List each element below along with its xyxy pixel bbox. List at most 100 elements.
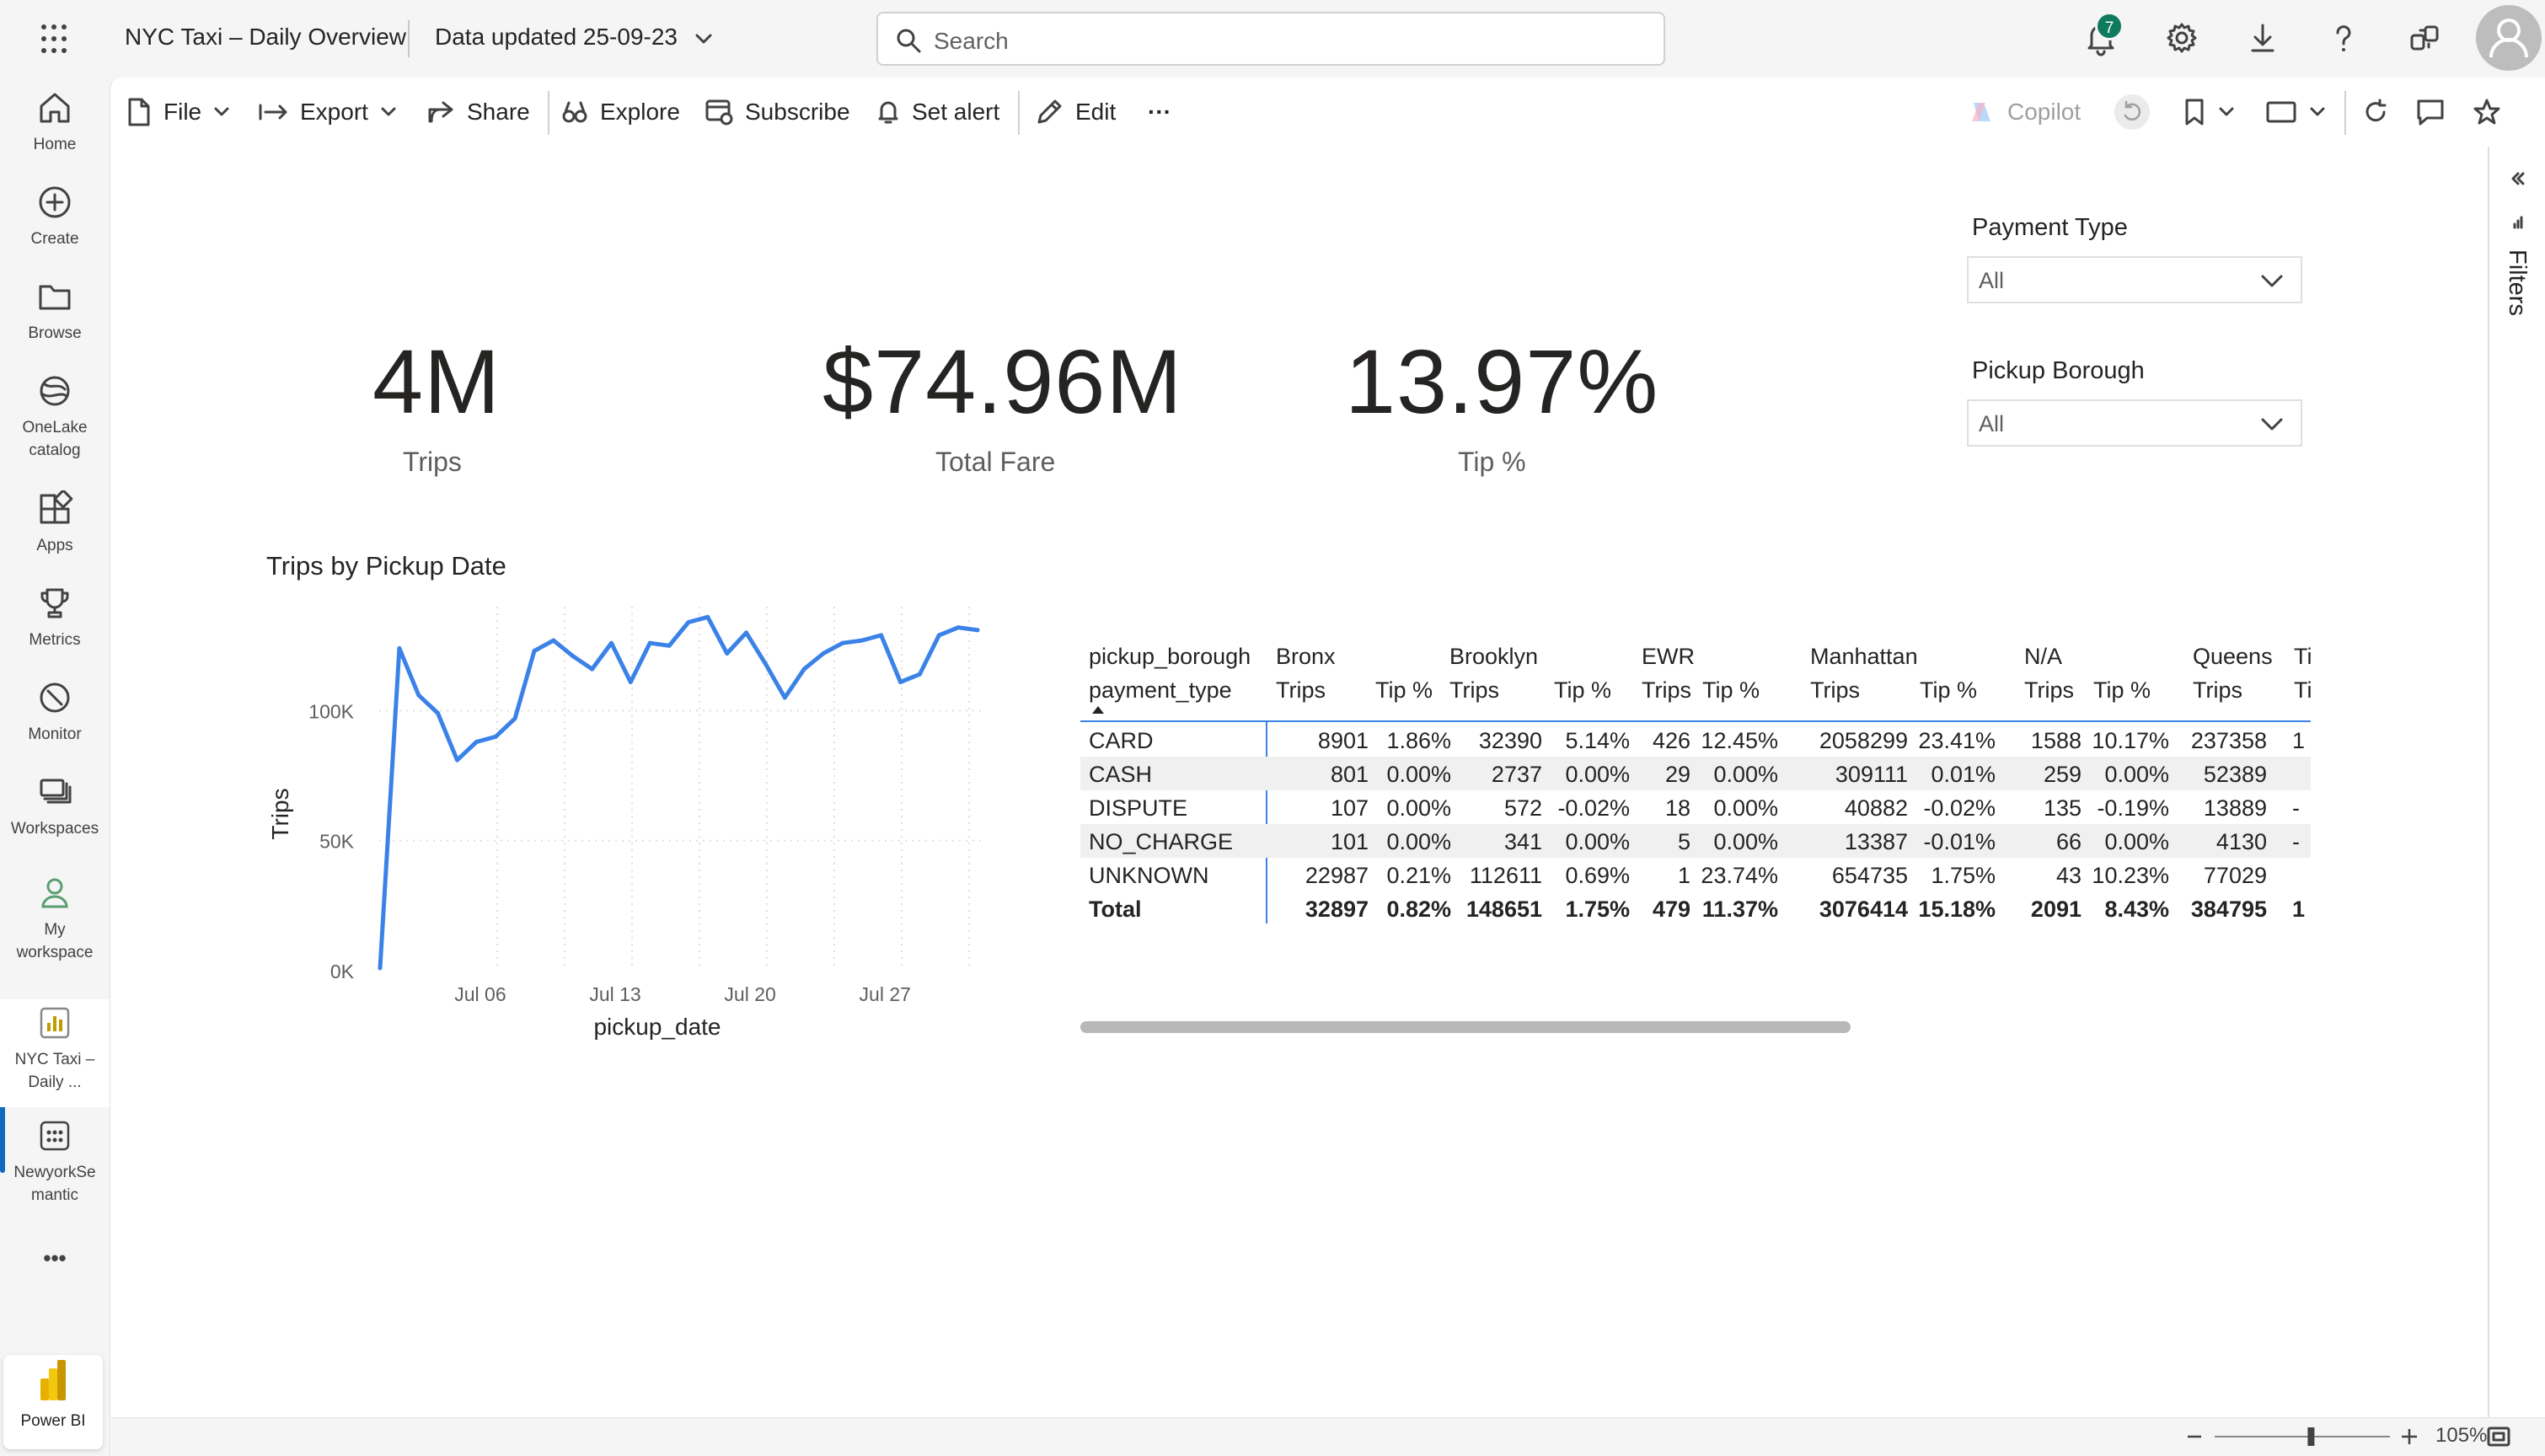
data-point[interactable] (571, 654, 576, 659)
chevron-down-icon[interactable] (694, 30, 713, 47)
avatar[interactable] (2476, 5, 2542, 71)
data-point[interactable] (590, 666, 595, 672)
gear-icon[interactable] (2162, 19, 2201, 57)
data-point[interactable] (917, 672, 922, 677)
fit-to-page-icon[interactable] (2486, 1426, 2511, 1448)
nav-semantic-model[interactable]: NewyorkSe mantic (0, 1117, 110, 1207)
filters-label[interactable]: Filters (2504, 249, 2531, 316)
trophy-icon (40, 588, 69, 618)
data-point[interactable] (455, 757, 459, 763)
sort-ascending-icon[interactable] (1092, 706, 1104, 714)
refresh-button[interactable] (2361, 78, 2402, 147)
help-icon[interactable] (2324, 19, 2363, 57)
zoom-slider[interactable] (2181, 1417, 2434, 1456)
data-point[interactable] (956, 625, 961, 630)
onelake-icon (40, 376, 70, 406)
view-menu[interactable] (2265, 78, 2338, 147)
data-point[interactable] (898, 680, 903, 684)
export-menu[interactable]: Export (258, 78, 409, 147)
matrix-value: 2058299 (1819, 728, 1908, 753)
nav-metrics[interactable]: Metrics (0, 585, 110, 651)
matrix-value: 112611 (1469, 863, 1542, 888)
data-point[interactable] (532, 649, 537, 653)
nav-label: NYC Taxi – (14, 1051, 95, 1068)
data-point[interactable] (782, 695, 787, 700)
more-options-button[interactable]: ··· (1148, 99, 1171, 125)
download-icon[interactable] (2243, 19, 2282, 57)
data-point[interactable] (975, 628, 980, 633)
data-point[interactable] (686, 620, 691, 624)
matrix-value: 1.86% (1386, 728, 1451, 753)
data-point[interactable] (397, 645, 402, 650)
data-point[interactable] (763, 661, 768, 666)
data-point[interactable] (725, 651, 730, 656)
edit-button[interactable]: Edit (1035, 78, 1116, 147)
nav-onelake-catalog[interactable]: OneLake catalog (0, 372, 110, 462)
nav-my-workspace[interactable]: My workspace (0, 875, 110, 964)
subscribe-button[interactable]: Subscribe (705, 78, 850, 147)
series-line[interactable] (378, 614, 980, 971)
matrix-table[interactable]: pickup_borough payment_type Bronx Brooklyn E… (1080, 637, 2311, 923)
column-header-borough: N/A (2024, 644, 2063, 669)
copilot-icon (1972, 103, 1990, 121)
data-point[interactable] (667, 643, 672, 648)
more-icon[interactable]: ••• (43, 1245, 67, 1271)
nav-workspaces[interactable]: Workspaces (0, 774, 110, 840)
set-alert-button[interactable]: Set alert (876, 78, 999, 147)
toolbar-divider (1018, 91, 1020, 135)
collapse-left-icon[interactable] (2510, 170, 2526, 187)
search-box[interactable]: Search (876, 12, 1665, 66)
data-point[interactable] (378, 966, 383, 971)
filters-pane[interactable] (2488, 147, 2545, 1417)
line-chart[interactable]: 0K 50K 100K Jul 06 Jul 13 Jul 20 Jul 27 pickup_… (253, 590, 1011, 1045)
share-feedback-icon[interactable] (2405, 19, 2444, 57)
nav-home[interactable]: Home (0, 89, 110, 156)
favorite-button[interactable] (2473, 78, 2513, 147)
bookmark-icon (2185, 99, 2204, 126)
data-point[interactable] (551, 638, 556, 643)
data-point[interactable] (705, 614, 710, 619)
zoom-thumb[interactable] (2307, 1427, 2315, 1446)
matrix-value: 384795 (2190, 897, 2267, 922)
data-point[interactable] (936, 633, 941, 638)
nav-apps[interactable]: Apps (0, 490, 110, 557)
powerbi-switcher[interactable]: Power BI (3, 1355, 103, 1449)
data-point[interactable] (840, 640, 845, 645)
data-point[interactable] (879, 633, 884, 638)
reset-button[interactable] (2114, 78, 2162, 147)
nav-monitor[interactable]: Monitor (0, 679, 110, 746)
data-point[interactable] (416, 693, 421, 698)
data-point[interactable] (860, 638, 865, 643)
share-button[interactable]: Share (426, 78, 530, 147)
pencil-icon (1037, 99, 1062, 124)
data-point[interactable] (744, 630, 748, 635)
nav-current-report[interactable]: NYC Taxi – Daily ... (0, 999, 110, 1107)
data-point[interactable] (801, 666, 806, 672)
explore-button[interactable]: Explore (561, 78, 680, 147)
zoom-in-icon[interactable] (2402, 1429, 2417, 1444)
data-point[interactable] (493, 734, 498, 739)
pickup-borough-dropdown[interactable]: All (1967, 399, 2302, 447)
data-updated-label[interactable]: Data updated 25-09-23 (435, 24, 678, 50)
data-point[interactable] (647, 640, 652, 645)
refresh-icon (2366, 99, 2387, 122)
data-point[interactable] (474, 740, 479, 744)
data-point[interactable] (436, 711, 441, 715)
report-title[interactable]: NYC Taxi – Daily Overview (125, 24, 407, 50)
apps-icon (40, 490, 73, 524)
nav-create[interactable]: Create (0, 184, 110, 250)
payment-type-dropdown[interactable]: All (1967, 256, 2302, 303)
data-point[interactable] (512, 716, 517, 721)
bookmark-menu[interactable] (2183, 78, 2247, 147)
matrix-value: 148651 (1465, 897, 1542, 922)
copilot-button[interactable]: Copilot (1967, 78, 2081, 147)
data-point[interactable] (628, 680, 633, 684)
comments-button[interactable] (2415, 78, 2457, 147)
app-launcher-icon[interactable] (30, 22, 78, 56)
matrix-horizontal-scrollbar[interactable] (1080, 1021, 1851, 1033)
nav-label-line2: mantic (31, 1186, 78, 1204)
nav-browse[interactable]: Browse (0, 278, 110, 345)
data-point[interactable] (609, 640, 613, 645)
file-menu[interactable]: File (125, 78, 242, 147)
data-point[interactable] (821, 651, 826, 656)
